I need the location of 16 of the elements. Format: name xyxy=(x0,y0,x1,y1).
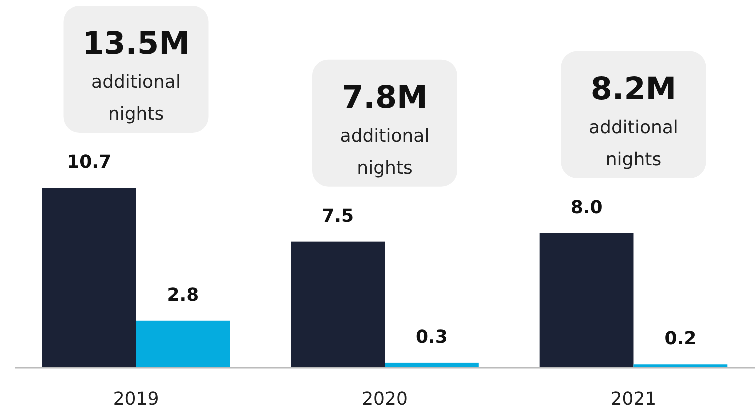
text: 7.8M additional nights xyxy=(340,80,430,179)
text: 13.5M additional nights xyxy=(82,26,190,125)
x-tick-label: 2019 xyxy=(113,389,160,410)
bar xyxy=(42,188,136,368)
data-label: 10.7 xyxy=(67,152,112,173)
data-label: 0.3 xyxy=(416,326,448,348)
bar xyxy=(291,242,385,368)
x-tick-label: 2021 xyxy=(610,389,657,410)
x-tick-label: 2020 xyxy=(362,389,408,410)
data-label: 0.2 xyxy=(664,328,697,350)
data-label: 8.0 xyxy=(570,197,603,218)
text: 8.2M additional nights xyxy=(589,71,678,170)
data-label: 7.5 xyxy=(322,206,354,227)
bar xyxy=(540,233,634,368)
data-label: 2.8 xyxy=(167,284,200,306)
bar xyxy=(136,320,230,368)
